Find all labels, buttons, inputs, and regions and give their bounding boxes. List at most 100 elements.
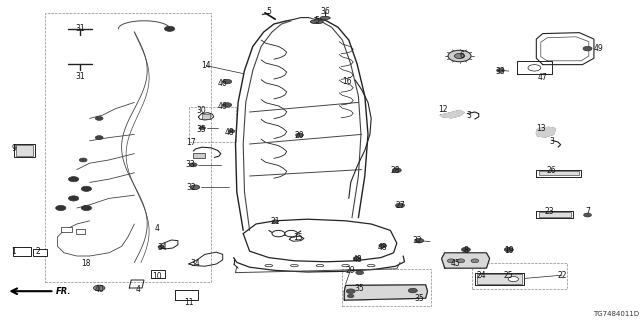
Circle shape [379,244,387,248]
Text: 17: 17 [186,138,196,147]
Circle shape [191,185,200,189]
Text: 1: 1 [12,247,16,256]
Circle shape [164,26,175,31]
Bar [14,144,35,157]
Circle shape [95,136,103,140]
Bar [189,107,236,142]
Circle shape [584,213,591,217]
Text: FR.: FR. [56,287,72,296]
Text: 31: 31 [75,24,85,33]
Circle shape [461,247,470,252]
Bar [472,263,567,289]
Text: 45: 45 [451,259,461,268]
Circle shape [81,205,92,211]
Text: 35: 35 [414,294,424,303]
Text: 25: 25 [504,271,514,280]
Bar [45,13,211,282]
Circle shape [199,126,205,130]
Circle shape [68,177,79,182]
Text: 5: 5 [266,7,271,16]
Text: 34: 34 [157,244,167,252]
Circle shape [223,79,232,84]
Text: 47: 47 [538,73,548,82]
Text: 24: 24 [476,271,486,280]
Circle shape [497,68,504,72]
Ellipse shape [320,16,330,20]
Circle shape [93,285,105,291]
Bar [33,249,47,256]
Circle shape [471,259,479,263]
Circle shape [272,230,285,237]
Circle shape [508,276,518,282]
Text: 22: 22 [557,271,566,280]
Polygon shape [440,110,464,118]
Circle shape [356,271,364,275]
Circle shape [528,65,541,71]
Text: 19: 19 [504,246,514,255]
Text: 48: 48 [224,128,234,137]
Ellipse shape [316,264,324,267]
Text: 3: 3 [466,111,471,120]
Ellipse shape [291,264,298,267]
Text: 35: 35 [355,284,365,293]
Text: 48: 48 [352,255,362,264]
Bar [193,153,205,158]
Bar [539,212,571,217]
Circle shape [504,247,513,252]
Text: 7: 7 [585,207,590,216]
Circle shape [583,46,592,51]
Polygon shape [442,253,490,268]
Text: 12: 12 [438,105,447,114]
Circle shape [79,158,87,162]
Circle shape [348,294,354,298]
Circle shape [272,220,278,223]
Ellipse shape [265,264,273,267]
Polygon shape [536,127,556,137]
Text: 40: 40 [94,285,104,294]
Circle shape [228,130,235,133]
Text: 9: 9 [12,144,17,153]
Circle shape [396,203,404,208]
Text: 16: 16 [342,77,352,86]
Circle shape [454,53,465,59]
Circle shape [408,288,417,293]
Text: 26: 26 [547,166,557,175]
Text: 33: 33 [495,67,506,76]
Text: 46: 46 [218,79,228,88]
Text: 33: 33 [186,160,196,169]
Circle shape [95,116,103,120]
Text: 30: 30 [196,106,207,115]
Bar [539,171,579,175]
Circle shape [457,259,465,263]
Circle shape [81,186,92,191]
Text: 5: 5 [314,16,319,25]
Bar [342,269,431,306]
Polygon shape [344,285,428,300]
Text: 3: 3 [549,137,554,146]
Text: 34: 34 [190,260,200,268]
Text: 46: 46 [218,102,228,111]
Text: 27: 27 [395,201,405,210]
Text: 14: 14 [201,61,211,70]
Circle shape [346,289,355,293]
Text: 10: 10 [152,272,162,281]
Text: 8: 8 [463,246,468,255]
Text: 6: 6 [460,51,465,60]
Text: 13: 13 [536,124,546,133]
Bar [477,274,522,284]
Text: 23: 23 [544,207,554,216]
Circle shape [296,133,303,137]
Text: 32: 32 [412,236,422,245]
Text: 20: 20 [294,132,305,140]
Text: 32: 32 [186,183,196,192]
Bar [76,229,85,234]
Text: 49: 49 [593,44,604,53]
Text: 35: 35 [196,125,207,134]
Circle shape [56,205,66,211]
Circle shape [448,50,471,62]
Circle shape [285,230,298,237]
Circle shape [189,163,197,167]
Ellipse shape [310,20,323,24]
Text: 31: 31 [75,72,85,81]
Text: 18: 18 [82,260,91,268]
